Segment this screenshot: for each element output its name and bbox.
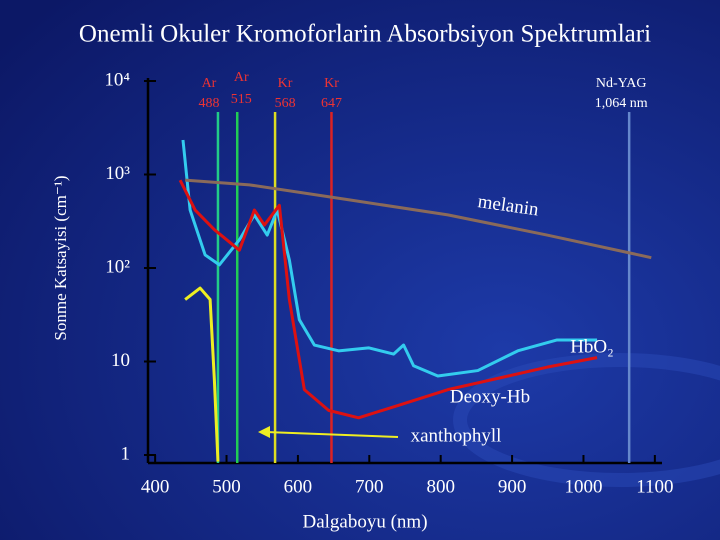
series-line (181, 139, 598, 378)
series-line (185, 178, 652, 260)
y-tick-label: 10² (105, 256, 130, 277)
laser-name: Kr (324, 76, 339, 91)
laser-name: Ar (202, 76, 217, 91)
annotation-arrow (265, 431, 399, 438)
laser-value-label: 515 (231, 92, 252, 107)
decor-swirl (453, 353, 720, 487)
series-label: Deoxy-Hb (450, 386, 530, 407)
series-label: HbO₂ (570, 336, 614, 357)
annotation-arrowhead (258, 426, 270, 438)
y-tick-label: 10⁴ (104, 69, 130, 90)
x-tick-label: 600 (284, 476, 313, 497)
laser-name: Ar (234, 70, 249, 85)
series-line (178, 179, 598, 420)
laser-name: Nd-YAG (596, 76, 647, 91)
x-tick-label: 700 (355, 476, 384, 497)
laser-value-label: 647 (321, 96, 342, 111)
x-tick-label: 800 (426, 476, 455, 497)
y-axis-label: Sonme Katsayisi (cm⁻¹) (51, 175, 70, 340)
x-tick-label: 1100 (636, 476, 673, 497)
laser-value-label: 1,064 nm (595, 96, 648, 111)
laser-value-label: 568 (275, 96, 296, 111)
x-tick-label: 500 (212, 476, 241, 497)
laser-name: Kr (278, 76, 293, 91)
x-axis-label: Dalgaboyu (nm) (302, 511, 427, 532)
series-line (184, 286, 220, 462)
y-tick-label: 10³ (105, 163, 130, 184)
x-tick-label: 900 (498, 476, 527, 497)
x-tick-label: 1000 (564, 476, 602, 497)
series-label: xanthophyll (411, 425, 502, 446)
y-tick-label: 1 (121, 443, 131, 464)
chart-title: Onemli Okuler Kromoforlarin Absorbsiyon … (79, 21, 651, 48)
x-tick-label: 400 (141, 476, 170, 497)
laser-value-label: 488 (198, 96, 219, 111)
y-tick-label: 10 (111, 350, 130, 371)
